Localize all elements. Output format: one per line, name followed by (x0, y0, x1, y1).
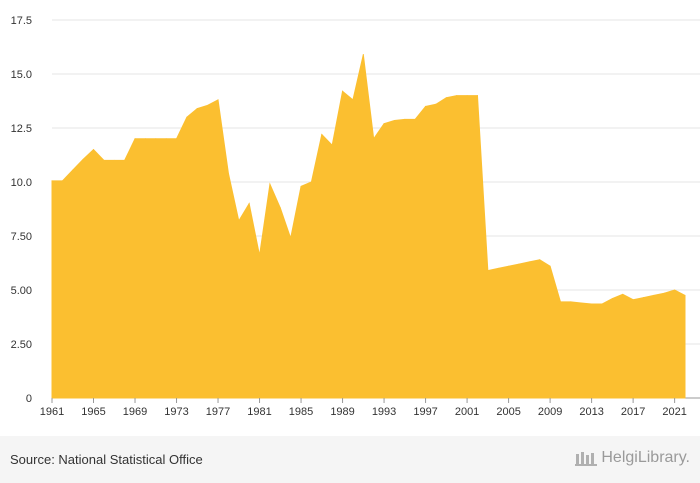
data-point[interactable] (113, 159, 115, 161)
data-point[interactable] (217, 99, 219, 101)
data-point[interactable] (653, 294, 655, 296)
data-point[interactable] (435, 103, 437, 105)
data-point[interactable] (248, 203, 250, 205)
data-point[interactable] (404, 118, 406, 120)
x-tick-label: 1989 (330, 406, 354, 418)
data-point[interactable] (425, 105, 427, 107)
data-point[interactable] (393, 119, 395, 121)
data-point[interactable] (466, 95, 468, 97)
data-point[interactable] (103, 159, 105, 161)
y-tick-label: 12.5 (11, 123, 32, 135)
x-tick-label: 2017 (621, 406, 645, 418)
x-tick-label: 2013 (579, 406, 603, 418)
x-tick-label: 1961 (40, 406, 64, 418)
data-point[interactable] (601, 303, 603, 305)
x-tick-label: 2021 (662, 406, 686, 418)
data-point[interactable] (674, 289, 676, 291)
data-point[interactable] (165, 138, 167, 140)
data-point[interactable] (238, 220, 240, 222)
logo-text: HelgiLibrary. (601, 449, 690, 466)
data-point[interactable] (632, 299, 634, 301)
data-point[interactable] (134, 138, 136, 140)
data-point[interactable] (51, 180, 53, 182)
y-tick-label: 10.0 (11, 177, 32, 189)
data-point[interactable] (259, 254, 261, 256)
data-point[interactable] (196, 108, 198, 110)
data-point[interactable] (269, 183, 271, 185)
x-tick-label: 1969 (123, 406, 147, 418)
x-tick-label: 1977 (206, 406, 230, 418)
data-point[interactable] (622, 293, 624, 295)
data-point[interactable] (279, 207, 281, 209)
data-point[interactable] (93, 149, 95, 151)
y-tick-label: 15.0 (11, 69, 32, 81)
data-point[interactable] (342, 90, 344, 92)
y-tick-label: 5.00 (11, 285, 32, 297)
series-area (51, 54, 686, 399)
data-point[interactable] (549, 265, 551, 267)
helgilibrary-logo[interactable]: HelgiLibrary. (575, 449, 690, 467)
data-point[interactable] (176, 138, 178, 140)
data-point[interactable] (476, 95, 478, 97)
y-tick-label: 0 (26, 393, 32, 405)
source-note: Source: National Statistical Office (10, 452, 203, 467)
library-icon (575, 452, 598, 466)
data-point[interactable] (570, 301, 572, 303)
data-point[interactable] (72, 169, 74, 171)
data-point[interactable] (684, 294, 686, 296)
y-tick-label: 2.50 (11, 339, 32, 351)
data-point[interactable] (331, 144, 333, 146)
x-tick-label: 2001 (455, 406, 479, 418)
data-point[interactable] (352, 99, 354, 101)
x-tick-label: 1985 (289, 406, 313, 418)
x-tick-label: 1965 (81, 406, 105, 418)
data-point[interactable] (144, 138, 146, 140)
data-point[interactable] (227, 172, 229, 174)
data-point[interactable] (414, 118, 416, 120)
data-point[interactable] (82, 158, 84, 160)
x-tick-label: 2005 (496, 406, 520, 418)
data-point[interactable] (559, 301, 561, 303)
data-point[interactable] (155, 138, 157, 140)
x-tick-label: 1997 (413, 406, 437, 418)
y-tick-label: 7.50 (11, 231, 32, 243)
data-point[interactable] (207, 104, 209, 106)
data-point[interactable] (456, 95, 458, 97)
data-point[interactable] (591, 303, 593, 305)
data-point[interactable] (373, 138, 375, 140)
x-tick-label: 1993 (372, 406, 396, 418)
data-point[interactable] (445, 97, 447, 99)
data-point[interactable] (310, 181, 312, 183)
data-point[interactable] (497, 267, 499, 269)
data-point[interactable] (300, 185, 302, 187)
data-point[interactable] (508, 265, 510, 267)
x-axis-ticks: 1961 1965 1969 1973 1977 1981 1985 1989 1993 1997… (40, 398, 687, 418)
data-point[interactable] (321, 133, 323, 135)
y-tick-label: 17.5 (11, 15, 32, 27)
data-point[interactable] (487, 270, 489, 272)
data-point[interactable] (528, 261, 530, 263)
data-point[interactable] (642, 297, 644, 299)
area-series[interactable] (51, 54, 686, 399)
data-point[interactable] (580, 302, 582, 304)
y-axis-ticks: 0 2.50 5.00 7.50 10.0 12.5 15.0 17.5 (11, 15, 32, 405)
data-point[interactable] (539, 259, 541, 261)
data-point[interactable] (290, 237, 292, 239)
x-tick-label: 1981 (247, 406, 271, 418)
data-point[interactable] (124, 159, 126, 161)
x-tick-label: 2009 (538, 406, 562, 418)
data-point[interactable] (383, 123, 385, 125)
data-point[interactable] (362, 54, 364, 56)
data-point[interactable] (611, 298, 613, 300)
data-point[interactable] (518, 263, 520, 265)
data-point[interactable] (61, 180, 63, 182)
x-tick-label: 1973 (164, 406, 188, 418)
data-point[interactable] (663, 292, 665, 294)
data-point[interactable] (186, 116, 188, 118)
